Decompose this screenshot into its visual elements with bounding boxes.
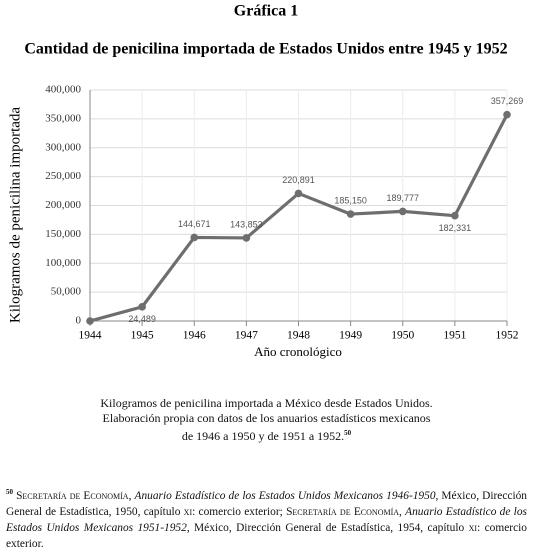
data-point: [346, 210, 355, 218]
heading: Gráfica 1: [234, 3, 298, 20]
data-label: 144,671: [178, 219, 211, 229]
data-point: [138, 303, 146, 311]
footnote-text: : comercio exterior;: [192, 505, 287, 518]
footnote-text: ,: [399, 505, 406, 518]
y-tick-label: 250,000: [45, 170, 81, 182]
x-tick-label: 1945: [131, 330, 154, 342]
footnote-text: Secretaría de Economía: [286, 505, 400, 518]
footnote-text: Secretaría de Economía: [16, 489, 129, 502]
data-point: [242, 234, 251, 242]
data-point: [451, 211, 459, 220]
footnote-text: : comercio exterior.: [6, 521, 527, 550]
caption-line: Elaboración propia con datos de los anua…: [0, 411, 533, 426]
data-label: 143,853: [230, 219, 263, 229]
y-tick-label: 100,000: [45, 257, 81, 269]
x-tick-label: 1944: [79, 330, 102, 342]
data-point: [190, 233, 199, 242]
note-ref: 50: [344, 429, 352, 437]
y-tick-label: 0: [76, 315, 82, 327]
x-tick-label: 1947: [235, 330, 258, 342]
footnote-text: , México, Dirección General de Estadísti…: [6, 489, 528, 518]
footnote: 50 Secretaría de Economía, Anuario Estad…: [6, 484, 527, 552]
y-tick-label: 350,000: [45, 112, 81, 124]
x-tick-label: 1952: [496, 330, 519, 342]
y-tick-label: 50,000: [51, 286, 82, 298]
y-axis-title: Kilogramos de penicilina importada: [7, 107, 23, 324]
caption-text: Kilogramos de penicilina importada a Méx…: [100, 396, 433, 410]
x-tick-label: 1950: [391, 330, 414, 342]
footnote-text: xi: [183, 505, 193, 518]
caption-text: de 1946 a 1950 y de 1951 a 1952.: [181, 429, 345, 443]
caption-text: Elaboración propia con datos de los anua…: [102, 411, 431, 425]
y-tick-label: 200,000: [45, 199, 81, 211]
data-label: 24,489: [128, 314, 156, 324]
caption-line: Kilogramos de penicilina importada a Méx…: [0, 396, 533, 411]
data-label: 220,891: [282, 175, 315, 185]
y-tick-label: 150,000: [45, 228, 81, 240]
chart: Gráfica 1 Cantidad de penicilina importa…: [7, 3, 524, 359]
x-tick-label: 1949: [339, 330, 362, 342]
chart-title: Cantidad de penicilina importada de Esta…: [24, 41, 507, 58]
x-tick-label: 1948: [287, 330, 310, 342]
data-point: [503, 110, 511, 119]
x-tick-label: 1946: [183, 330, 206, 342]
footnote-text: Anuario Estadístico de los Estados Unido…: [6, 505, 527, 534]
data-label: 357,269: [491, 96, 524, 106]
x-axis-title: Año cronológico: [254, 344, 342, 359]
footnote-text: Anuario Estadístico de los Estados Unido…: [134, 489, 436, 502]
y-tick-label: 300,000: [45, 141, 81, 153]
caption-line: de 1946 a 1950 y de 1951 a 1952.50: [0, 426, 533, 444]
y-tick-label: 400,000: [45, 84, 81, 96]
footnote-text: ,: [128, 489, 135, 502]
data-point: [294, 189, 303, 198]
caption: Kilogramos de penicilina importada a Méx…: [0, 396, 533, 444]
data-label: 182,331: [439, 223, 472, 233]
footnote-number: 50: [6, 488, 13, 496]
x-tick-label: 1951: [443, 330, 466, 342]
data-label: 189,777: [386, 193, 419, 203]
footnote-text: , México, Dirección General de Estadísti…: [186, 521, 469, 534]
data-label: 185,150: [334, 195, 367, 205]
data-point: [398, 207, 407, 216]
data-point: [86, 317, 94, 325]
footnote-text: xi: [468, 521, 478, 534]
